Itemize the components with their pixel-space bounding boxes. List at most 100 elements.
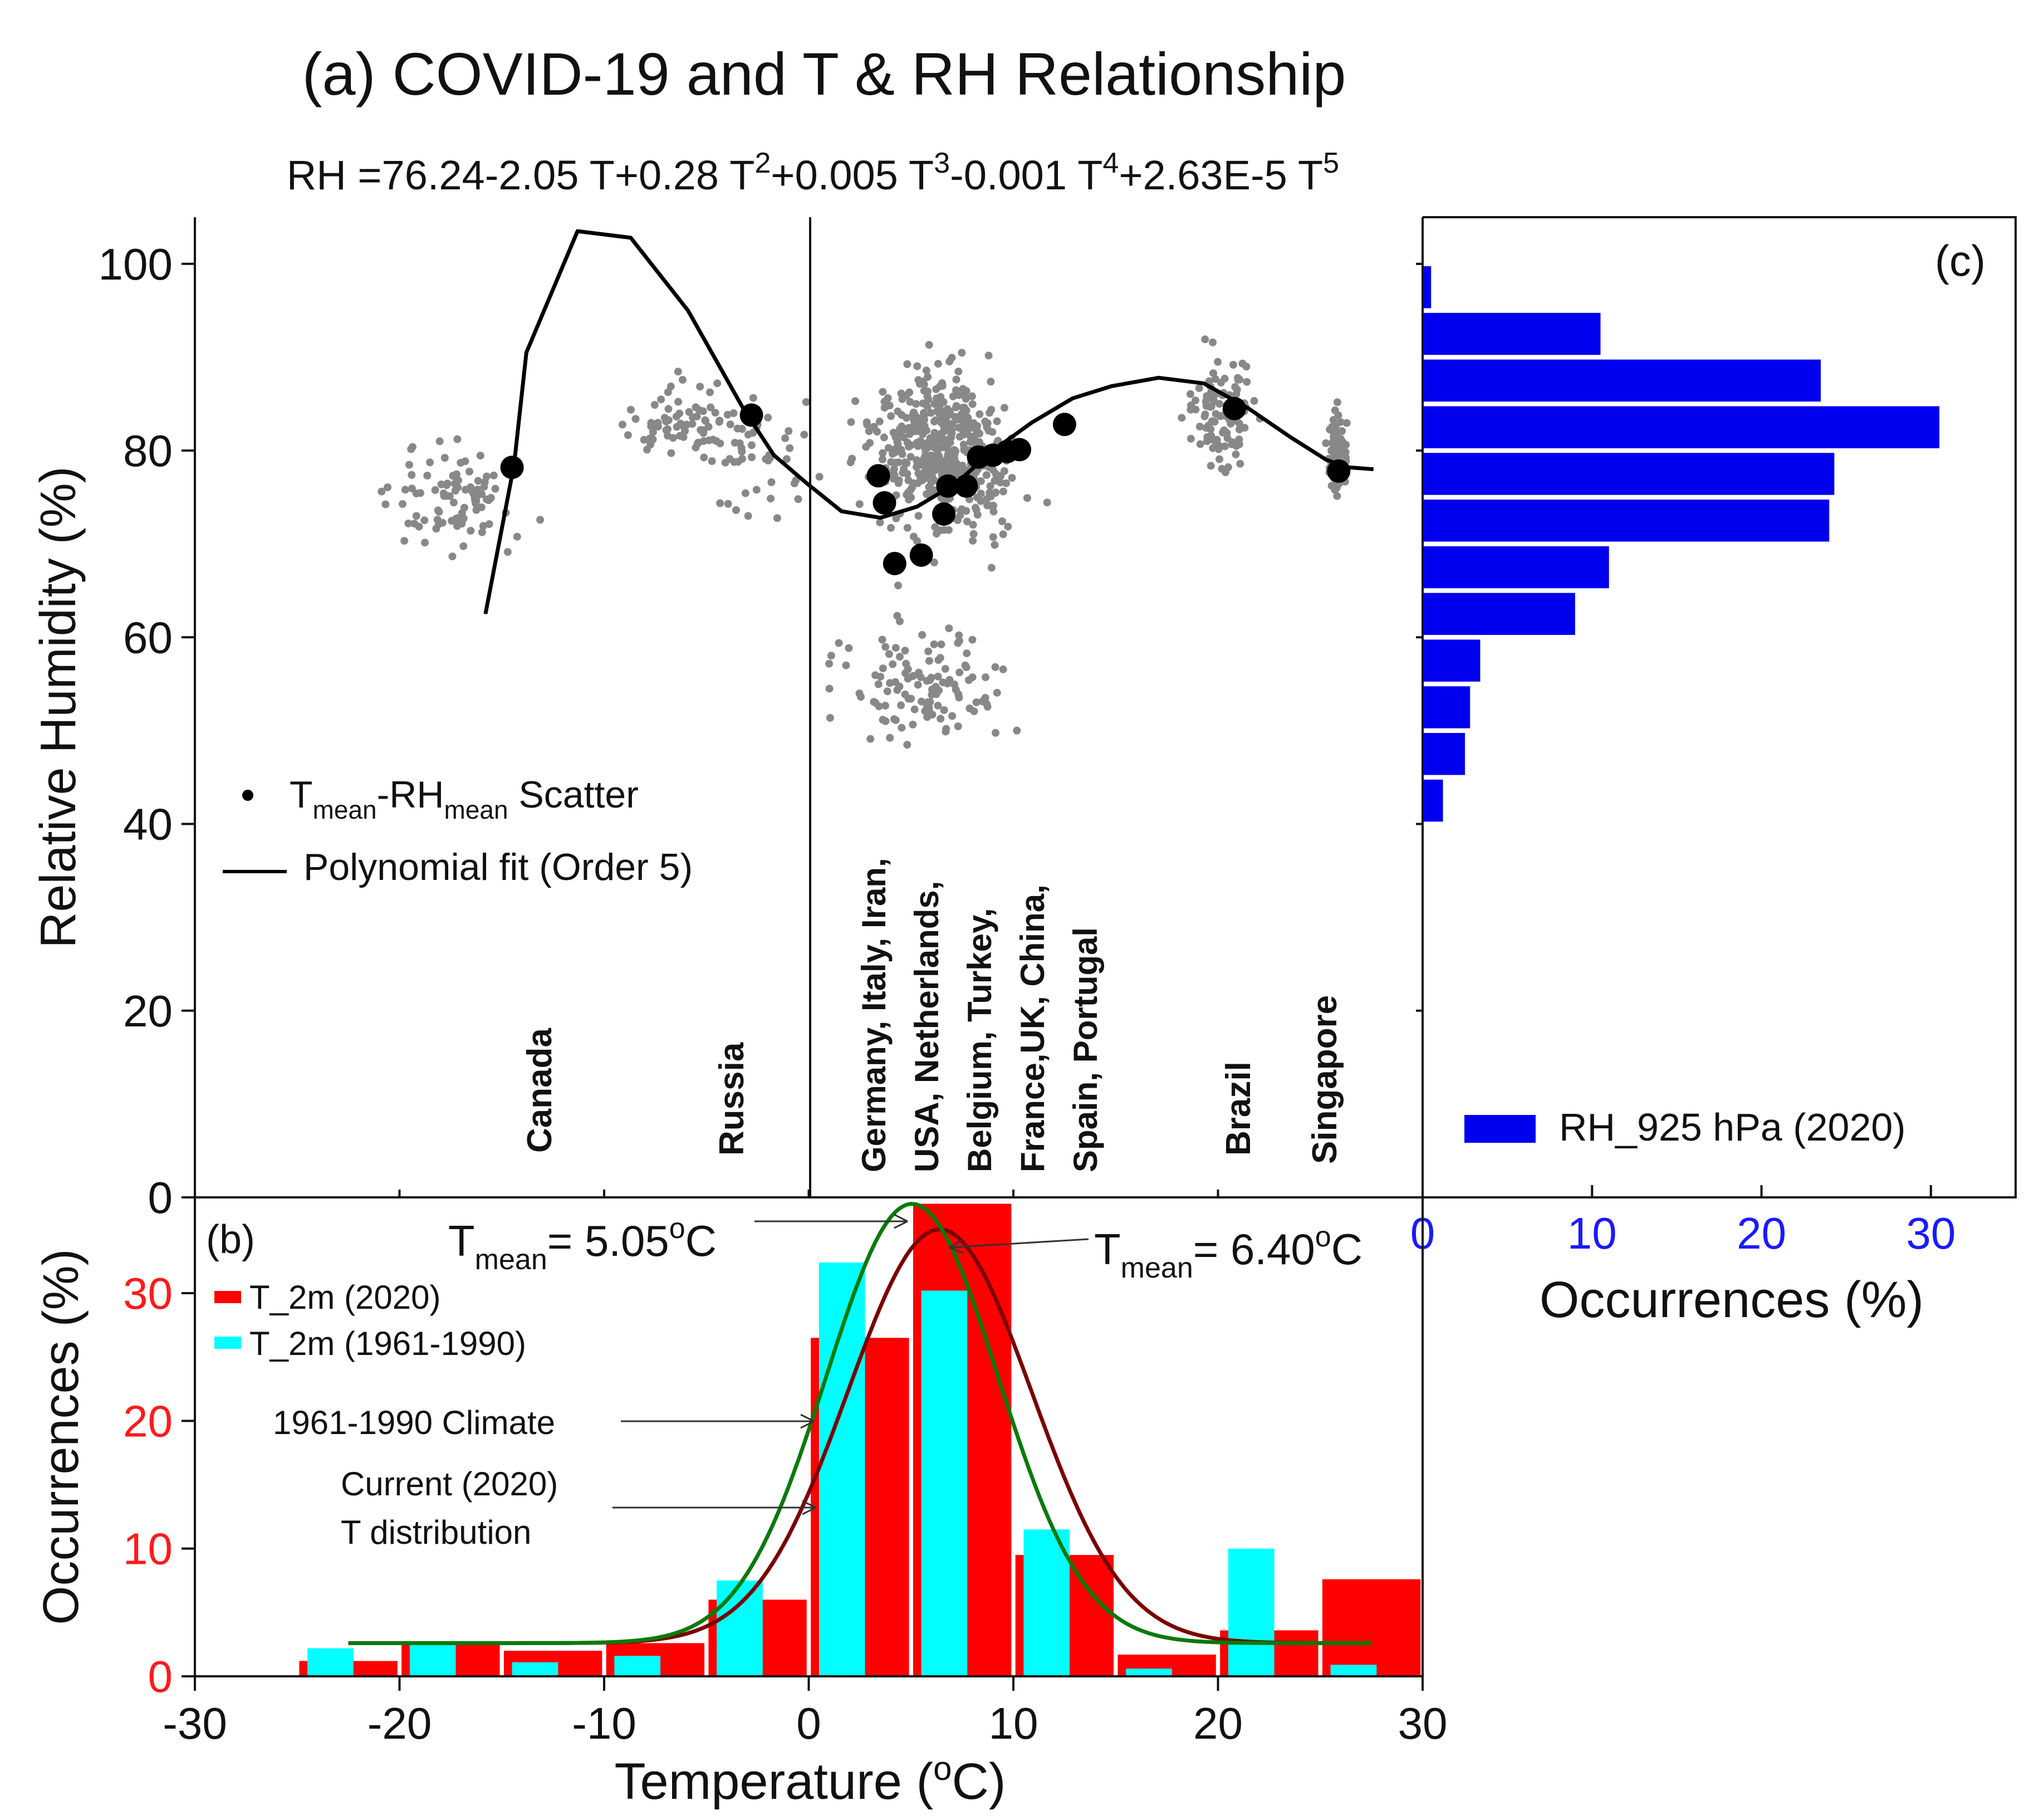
scatter-point [1229,361,1237,369]
scatter-point [982,471,991,479]
scatter-point [904,665,912,673]
scatter-point [897,701,905,710]
scatter-point [978,697,987,706]
scatter-point [440,454,449,462]
scatter-point [895,682,904,691]
scatter-point [412,512,420,520]
scatter-point [706,388,714,397]
scatter-point [842,661,850,669]
scatter-point [894,440,902,448]
y-tick-label-b: 30 [123,1269,173,1318]
scatter-point [408,485,416,493]
scatter-point [954,368,963,376]
label-europe-1: Germany, Italy, Iran, [855,858,893,1172]
y-tick-label-a: 20 [123,986,173,1036]
scatter-point [1235,425,1243,434]
scatter-point [960,444,968,452]
scatter-point [693,412,701,420]
scatter-point [969,536,977,545]
scatter-point [1228,440,1236,448]
scatter-point [1203,437,1212,446]
scatter-point [400,537,409,545]
scatter-point [420,516,429,525]
scatter-point [679,376,687,384]
scatter-point [1201,335,1209,344]
scatter-point [470,495,479,503]
panel-b-label: (b) [206,1217,255,1262]
scatter-point [875,417,884,425]
rh-bar [1423,453,1835,495]
scatter-point [450,480,459,488]
scatter-point [381,500,390,508]
legend-t2020-swatch [214,1291,241,1303]
scatter-layer [378,335,1351,749]
scatter-point [672,413,680,421]
x-tick-label-b: -30 [163,1699,227,1748]
scatter-point [748,453,756,461]
scatter-point [906,453,915,461]
scatter-point [664,425,672,433]
scatter-point [909,532,918,541]
scatter-point [998,517,1006,525]
scatter-point [993,417,1001,425]
scatter-point [847,418,855,426]
scatter-point [773,514,781,522]
mean-point [866,464,890,488]
scatter-point [903,524,911,532]
scatter-point [416,489,424,497]
arrow-tmean-2020 [949,1238,1089,1249]
scatter-point [971,437,979,446]
scatter-point [945,463,954,472]
scatter-point [479,522,487,530]
label-singapore: Singapore [1306,995,1344,1164]
scatter-point [681,427,689,436]
scatter-point [738,447,746,456]
scatter-point [1195,384,1203,392]
scatter-point [476,452,484,460]
rh-bar [1423,546,1609,589]
scatter-point [934,672,942,681]
scatter-point [674,398,683,406]
scatter-point [378,487,386,496]
scatter-point [1192,397,1199,404]
panel-b-frame [194,1197,1424,1677]
scatter-point [962,407,971,414]
scatter-point [993,688,1001,697]
scatter-point [410,520,419,528]
arrow-tmean-2020-head [949,1239,964,1254]
scatter-point [913,362,922,370]
scatter-point [992,728,999,737]
scatter-point [944,526,953,534]
rh-bar [1423,500,1830,542]
scatter-point [874,680,883,688]
scatter-point [885,402,894,410]
scatter-point [851,397,860,405]
scatter-point [927,409,935,417]
scatter-point [448,517,456,525]
scatter-point [948,429,956,437]
scatter-point [917,476,925,485]
scatter-point [767,478,776,486]
scatter-point [731,439,739,447]
scatter-point [699,426,708,434]
scatter-point [1195,423,1204,430]
scatter-point [835,639,843,647]
scatter-point [421,539,429,547]
scatter-point [965,704,974,712]
scatter-point [948,450,956,458]
scatter-point [676,432,684,440]
scatter-point [883,687,891,696]
scatter-point [903,741,911,749]
x-tick-label-c: 10 [1567,1209,1617,1258]
scatter-point [764,413,772,422]
scatter-point [878,635,886,644]
scatter-point [904,424,913,432]
scatter-point [1331,406,1339,414]
scatter-point [845,644,853,652]
polynomial-fit-line [483,229,1374,615]
scatter-point [1215,400,1224,408]
y-axis-label-b: Occurrences (%) [33,1249,89,1625]
scatter-point [989,533,997,541]
scatter-point [987,378,995,386]
scatter-point [1013,726,1021,735]
